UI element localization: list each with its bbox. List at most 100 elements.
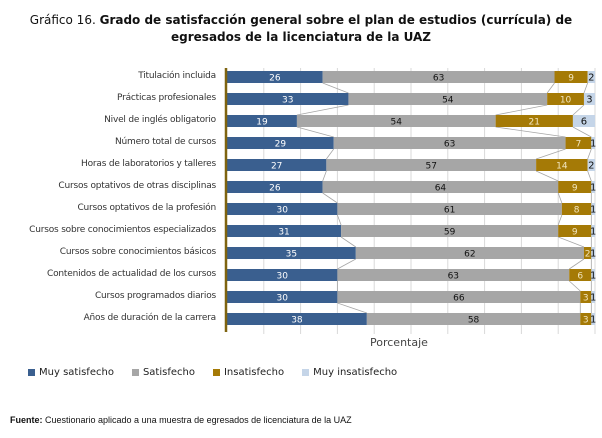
bar-segment-muy-insatisfecho [591, 247, 595, 259]
data-label: 1 [590, 315, 596, 326]
data-label: 19 [256, 118, 268, 128]
bar-segment-muy-insatisfecho [587, 71, 595, 83]
bar-segment-satisfecho [326, 159, 537, 171]
bar-segment-insatisfecho [565, 137, 592, 149]
series-connector-line [495, 104, 548, 116]
data-label: 27 [271, 162, 282, 172]
series-connector-line [495, 126, 566, 138]
bar-segment-muy-satisfecho [227, 181, 323, 193]
bar-segment-muy-satisfecho [227, 159, 327, 171]
bar-segment-satisfecho [322, 71, 555, 83]
x-axis-label: Porcentaje [370, 336, 428, 349]
bar-segment-satisfecho [322, 181, 559, 193]
series-connector-line [535, 170, 559, 182]
bar-segment-muy-insatisfecho [583, 93, 595, 105]
data-label: 6 [577, 272, 583, 282]
data-label: 1 [590, 205, 596, 216]
bar-segment-satisfecho [337, 291, 581, 303]
data-label: 6 [581, 117, 587, 128]
chart-title-line1: Grado de satisfacción general sobre el p… [99, 13, 573, 27]
bar-segment-muy-insatisfecho [591, 313, 595, 325]
data-label: 59 [444, 228, 456, 238]
series-connector-line [337, 258, 356, 270]
bar-segment-satisfecho [366, 313, 581, 325]
bar-segment-insatisfecho [569, 269, 592, 281]
legend-swatch [28, 369, 35, 376]
source-text: Cuestionario aplicado a una muestra de e… [42, 415, 352, 425]
bar-segment-muy-satisfecho [227, 225, 342, 237]
data-label: 57 [426, 162, 437, 172]
data-label: 1 [590, 249, 596, 260]
bar-segment-muy-satisfecho [227, 313, 367, 325]
data-label: 9 [572, 228, 578, 238]
legend-item: Muy insatisfecho [302, 367, 397, 378]
chart-title-line2: egresados de la licenciatura de la UAZ [171, 30, 431, 44]
bar-segment-muy-insatisfecho [587, 159, 595, 171]
series-connector-line [587, 170, 592, 182]
bar-segment-muy-insatisfecho [591, 137, 595, 149]
data-label: 3 [583, 316, 589, 326]
bar-segment-muy-satisfecho [227, 137, 334, 149]
data-label: 3 [583, 294, 589, 304]
data-label: 8 [574, 206, 580, 216]
source-note: Fuente: Cuestionario aplicado a una mues… [10, 415, 352, 425]
series-connector-line [322, 170, 327, 182]
bar-segment-satisfecho [333, 137, 566, 149]
series-connector-line [322, 192, 338, 204]
data-label: 1 [590, 271, 596, 282]
data-label: 30 [276, 294, 288, 304]
chart-title: Gráfico 16. Grado de satisfacción genera… [0, 12, 602, 46]
bar-segment-insatisfecho [558, 225, 592, 237]
bar-segment-insatisfecho [580, 313, 592, 325]
legend-swatch [302, 369, 310, 376]
data-label: 54 [391, 118, 403, 128]
category-label: Titulación incluida [138, 71, 216, 81]
legend-item: Insatisfecho [212, 367, 285, 378]
bar-segment-insatisfecho [536, 159, 588, 171]
bar-segment-insatisfecho [558, 181, 592, 193]
series-connector-line [340, 236, 357, 248]
category-label: Cursos optativos de otras disciplinas [58, 181, 216, 191]
series-connector-line [558, 236, 585, 248]
data-label: 26 [269, 184, 281, 194]
series-connector-line [322, 82, 349, 94]
data-label: 63 [444, 140, 455, 150]
category-label: Cursos sobre conocimientos básicos [59, 247, 216, 257]
bar-segment-muy-insatisfecho [591, 269, 595, 281]
chart-title-lead: Gráfico 16. [29, 13, 96, 27]
series-connector-line [337, 214, 342, 226]
series-connector-line [546, 82, 555, 94]
data-label: 1 [590, 293, 596, 304]
data-label: 2 [588, 73, 594, 84]
data-label: 66 [453, 294, 465, 304]
series-connector-line [572, 104, 585, 116]
bar-segment-insatisfecho [583, 247, 592, 259]
data-label: 30 [276, 272, 288, 282]
bar-segment-insatisfecho [580, 291, 592, 303]
data-label: 61 [444, 206, 455, 216]
series-connector-line [337, 302, 367, 314]
bar-segment-insatisfecho [495, 115, 573, 127]
legend: Muy satisfecho Satisfecho Insatisfecho Muy … [28, 367, 415, 378]
legend-label: Insatisfecho [223, 367, 285, 378]
series-connector-line [557, 192, 563, 204]
series-connector-line [557, 214, 563, 226]
data-label: 62 [464, 250, 475, 260]
data-label: 63 [448, 272, 459, 282]
bar-segment-insatisfecho [554, 71, 588, 83]
series-connector-line [296, 104, 349, 116]
data-label: 3 [586, 95, 592, 106]
bar-segment-muy-insatisfecho [591, 225, 595, 237]
data-label: 33 [282, 96, 293, 106]
bar-segment-insatisfecho [547, 93, 584, 105]
data-label: 38 [291, 316, 303, 326]
bar-segment-satisfecho [337, 203, 562, 215]
data-label: 9 [572, 184, 578, 194]
data-label: 64 [435, 184, 447, 194]
data-label: 1 [590, 227, 596, 238]
data-label: 14 [556, 162, 568, 172]
category-label: Años de duración de la carrera [83, 313, 217, 323]
bar-segment-muy-insatisfecho [591, 203, 595, 215]
category-label: Contenidos de actualidad de los cursos [47, 269, 216, 279]
